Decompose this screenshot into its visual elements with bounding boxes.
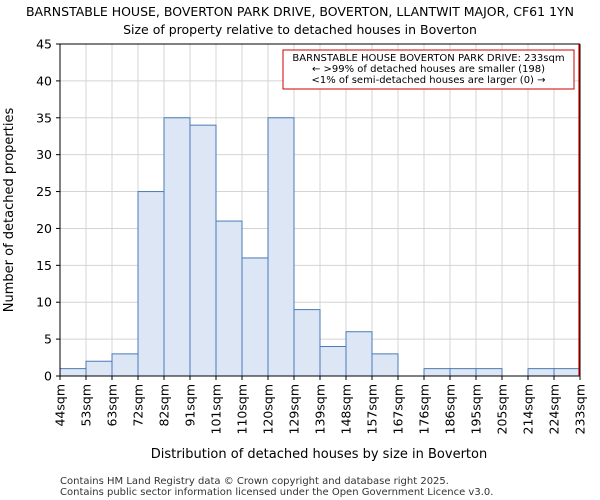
x-tick-label: 91sqm (183, 384, 198, 427)
annotation-box: BARNSTABLE HOUSE BOVERTON PARK DRIVE: 23… (282, 49, 575, 90)
y-tick-label: 25 (36, 184, 52, 199)
bar-176sqm (423, 368, 451, 377)
bar-195sqm (475, 368, 503, 377)
x-tick-label: 139sqm (313, 384, 328, 434)
x-tick-label: 82sqm (157, 384, 172, 427)
annotation-border (282, 49, 575, 90)
y-tick-label: 20 (36, 221, 52, 236)
footer-copyright: Contains HM Land Registry data © Crown c… (60, 476, 449, 487)
x-axis-label: Distribution of detached houses by size … (151, 447, 487, 462)
x-tick-label: 224sqm (547, 384, 562, 434)
x-tick-label: 44sqm (53, 384, 68, 427)
y-axis-label: Number of detached properties (2, 108, 17, 313)
bar-214sqm (527, 368, 555, 377)
x-tick-label: 129sqm (287, 384, 302, 434)
annotation-line-3: <1% of semi-detached houses are larger (… (311, 75, 545, 86)
chart-title: BARNSTABLE HOUSE, BOVERTON PARK DRIVE, B… (26, 4, 574, 19)
bar-91sqm (189, 124, 217, 377)
bar-53sqm (85, 360, 113, 377)
axes (56, 43, 581, 380)
bar-148sqm (345, 331, 373, 377)
bar-110sqm (241, 257, 269, 377)
chart-subtitle: Size of property relative to detached ho… (123, 22, 477, 37)
bar-63sqm (111, 353, 139, 377)
y-tick-label: 45 (36, 37, 52, 52)
x-tick-label: 214sqm (521, 384, 536, 434)
bar-157sqm (371, 353, 399, 377)
bar-224sqm (553, 368, 581, 377)
y-tick-label: 10 (36, 295, 52, 310)
bar-44sqm (59, 368, 87, 377)
bar-72sqm (137, 191, 165, 377)
y-tick-label: 40 (36, 73, 52, 88)
bar-186sqm (449, 368, 477, 377)
x-tick-label: 205sqm (495, 384, 510, 434)
annotation-line-2: ← >99% of detached houses are smaller (1… (312, 64, 545, 75)
x-tick-label: 148sqm (339, 384, 354, 434)
x-tick-label: 53sqm (79, 384, 94, 427)
y-tick-labels: 0 5 10 15 20 25 30 35 40 45 (36, 37, 52, 384)
x-tick-label: 63sqm (105, 384, 120, 427)
footer-licence: Contains public sector information licen… (60, 487, 493, 498)
y-tick-label: 0 (44, 369, 52, 384)
bar-101sqm (215, 220, 243, 377)
x-tick-label: 110sqm (235, 384, 250, 434)
x-tick-label: 120sqm (261, 384, 276, 434)
bar-139sqm (319, 345, 347, 377)
x-tick-label: 167sqm (391, 384, 406, 434)
y-tick-label: 35 (36, 110, 52, 125)
bar-129sqm (293, 309, 321, 377)
y-tick-label: 30 (36, 147, 52, 162)
x-tick-label: 72sqm (131, 384, 146, 427)
x-tick-label: 101sqm (209, 384, 224, 434)
x-tick-labels: 44sqm 53sqm 63sqm 72sqm 82sqm 91sqm 101sqm 110s… (53, 384, 588, 434)
bar-82sqm (163, 117, 191, 377)
y-tick-label: 15 (36, 258, 52, 273)
x-tick-label: 157sqm (365, 384, 380, 434)
bars (59, 117, 581, 377)
x-tick-label: 176sqm (417, 384, 432, 434)
x-tick-label: 233sqm (573, 384, 588, 434)
annotation-line-1: BARNSTABLE HOUSE BOVERTON PARK DRIVE: 23… (292, 53, 564, 64)
x-tick-label: 186sqm (443, 384, 458, 434)
x-tick-label: 195sqm (469, 384, 484, 434)
y-tick-label: 5 (44, 332, 52, 347)
bar-120sqm (267, 117, 295, 377)
